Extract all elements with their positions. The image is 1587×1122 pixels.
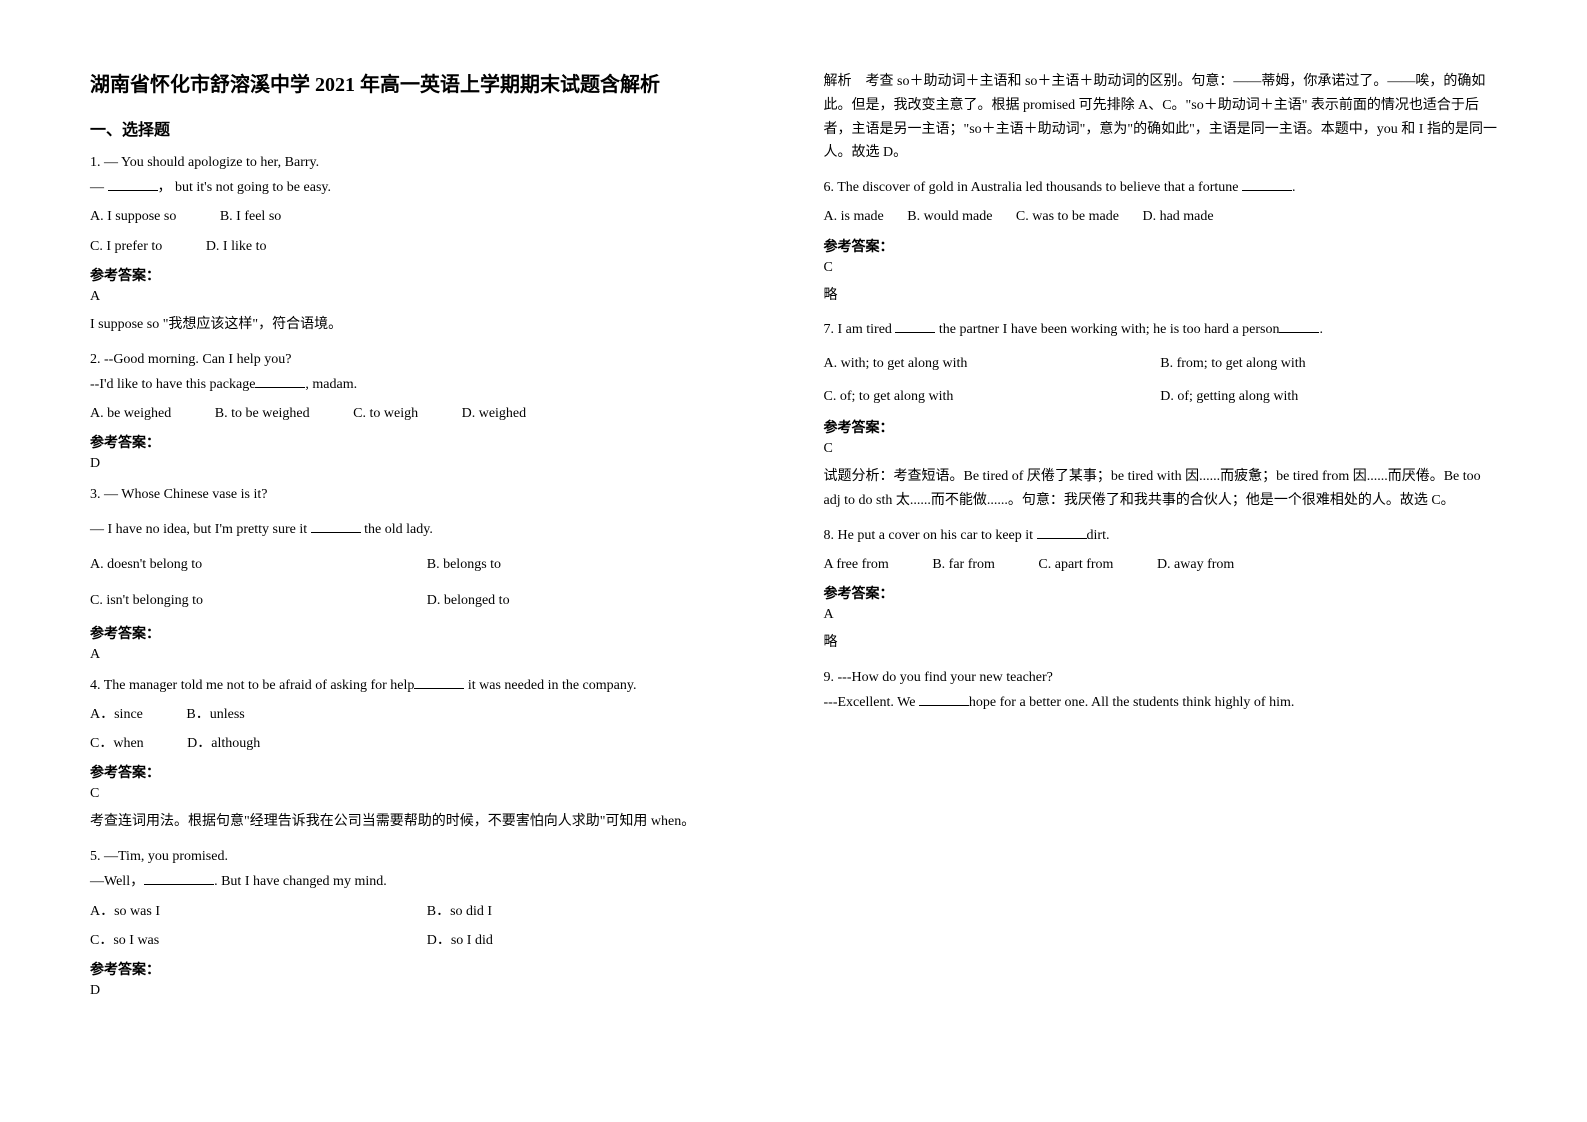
q4-options-row1: A．since B．unless — [90, 702, 764, 727]
q8-optC: C. apart from — [1038, 552, 1113, 577]
q3-answer: A — [90, 647, 764, 663]
q5-explanation: 解析 考查 so＋助动词＋主语和 so＋主语＋助动词的区别。句意：——蒂姆，你承… — [824, 70, 1498, 165]
q4-optB: B．unless — [186, 702, 244, 727]
q7-answer-label: 参考答案： — [824, 417, 1498, 437]
q1-options-row1: A. I suppose so B. I feel so — [90, 204, 764, 229]
q5-optD: D．so I did — [427, 928, 764, 953]
q5-answer: D — [90, 983, 764, 999]
q5-line2: —Well，. But I have changed my mind. — [90, 869, 764, 894]
q7-options-row2: C. of; to get along with D. of; getting … — [824, 384, 1498, 409]
q3-options-row1: A. doesn't belong to B. belongs to — [90, 552, 764, 577]
q4-explanation: 考查连词用法。根据句意"经理告诉我在公司当需要帮助的时候，不要害怕向人求助"可知… — [90, 810, 764, 834]
q8-optD: D. away from — [1157, 552, 1234, 577]
question-3: 3. — Whose Chinese vase is it? — I have … — [90, 482, 764, 542]
q7-explanation: 试题分析：考查短语。Be tired of 厌倦了某事；be tired wit… — [824, 465, 1498, 513]
blank — [414, 675, 464, 689]
blank — [311, 519, 361, 533]
page-content: 湖南省怀化市舒溶溪中学 2021 年高一英语上学期期末试题含解析 一、选择题 1… — [90, 70, 1497, 1050]
q5-optB: B．so did I — [427, 899, 764, 924]
q1-answer: A — [90, 289, 764, 305]
q1-options-row2: C. I prefer to D. I like to — [90, 234, 764, 259]
q1-line1: 1. — You should apologize to her, Barry. — [90, 150, 764, 175]
q4-optD: D．although — [187, 731, 260, 756]
q5-line1: 5. —Tim, you promised. — [90, 844, 764, 869]
q8-answer-label: 参考答案： — [824, 583, 1498, 603]
q5-answer-label: 参考答案： — [90, 959, 764, 979]
q4-optA: A．since — [90, 702, 143, 727]
blank — [144, 871, 214, 885]
q3-line1: 3. — Whose Chinese vase is it? — [90, 482, 764, 507]
q1-optB: B. I feel so — [220, 204, 281, 229]
blank — [1242, 177, 1292, 191]
q4-answer: C — [90, 786, 764, 802]
q2-line1: 2. --Good morning. Can I help you? — [90, 347, 764, 372]
q3-optD: D. belonged to — [427, 588, 764, 613]
q9-line2: ---Excellent. We hope for a better one. … — [824, 690, 1498, 715]
q3-optC: C. isn't belonging to — [90, 588, 427, 613]
question-1: 1. — You should apologize to her, Barry.… — [90, 150, 764, 200]
q2-answer-label: 参考答案： — [90, 432, 764, 452]
q2-optB: B. to be weighed — [215, 401, 310, 426]
q2-optC: C. to weigh — [353, 401, 418, 426]
q6-answer-label: 参考答案： — [824, 236, 1498, 256]
q3-answer-label: 参考答案： — [90, 623, 764, 643]
section-heading: 一、选择题 — [90, 116, 764, 140]
question-7: 7. I am tired the partner I have been wo… — [824, 317, 1498, 342]
q8-options: A free from B. far from C. apart from D.… — [824, 552, 1498, 577]
q8-optB: B. far from — [932, 552, 995, 577]
q6-optA: A. is made — [824, 204, 884, 229]
q7-optD: D. of; getting along with — [1160, 384, 1497, 409]
q7-optA: A. with; to get along with — [824, 351, 1161, 376]
q8-optA: A free from — [824, 552, 889, 577]
q5-options-row2: C．so I was D．so I did — [90, 928, 764, 953]
q6-optD: D. had made — [1142, 204, 1213, 229]
q8-answer: A — [824, 607, 1498, 623]
q2-optD: D. weighed — [462, 401, 527, 426]
q1-explanation: I suppose so "我想应该这样"，符合语境。 — [90, 313, 764, 337]
q1-line2: — ， but it's not going to be easy. — [90, 175, 764, 200]
question-8: 8. He put a cover on his car to keep it … — [824, 523, 1498, 548]
question-2: 2. --Good morning. Can I help you? --I'd… — [90, 347, 764, 427]
blank — [895, 319, 935, 333]
q3-line2: — I have no idea, but I'm pretty sure it… — [90, 517, 764, 542]
q7-optB: B. from; to get along with — [1160, 351, 1497, 376]
blank — [1037, 525, 1087, 539]
q7-optC: C. of; to get along with — [824, 384, 1161, 409]
question-9: 9. ---How do you find your new teacher? … — [824, 665, 1498, 715]
q5-optA: A．so was I — [90, 899, 427, 924]
blank — [1279, 319, 1319, 333]
q3-options-row2: C. isn't belonging to D. belonged to — [90, 588, 764, 613]
blank — [108, 177, 158, 191]
q6-options: A. is made B. would made C. was to be ma… — [824, 204, 1498, 229]
question-6: 6. The discover of gold in Australia led… — [824, 175, 1498, 200]
q4-options-row2: C．when D．although — [90, 731, 764, 756]
q6-optB: B. would made — [907, 204, 992, 229]
q9-line1: 9. ---How do you find your new teacher? — [824, 665, 1498, 690]
q8-explanation: 略 — [824, 631, 1498, 655]
q1-optD: D. I like to — [206, 234, 267, 259]
q2-optA: A. be weighed — [90, 401, 171, 426]
document-title: 湖南省怀化市舒溶溪中学 2021 年高一英语上学期期末试题含解析 — [90, 70, 764, 100]
q7-answer: C — [824, 441, 1498, 457]
q4-optC: C．when — [90, 731, 144, 756]
blank — [255, 374, 305, 388]
q2-options: A. be weighed B. to be weighed C. to wei… — [90, 401, 764, 426]
q1-optA: A. I suppose so — [90, 204, 176, 229]
q3-optB: B. belongs to — [427, 552, 764, 577]
q5-optC: C．so I was — [90, 928, 427, 953]
q5-options-row1: A．so was I B．so did I — [90, 899, 764, 924]
q1-optC: C. I prefer to — [90, 234, 162, 259]
q1-answer-label: 参考答案： — [90, 265, 764, 285]
q2-answer: D — [90, 456, 764, 472]
q4-answer-label: 参考答案： — [90, 762, 764, 782]
q6-answer: C — [824, 260, 1498, 276]
q6-explanation: 略 — [824, 284, 1498, 308]
question-4: 4. The manager told me not to be afraid … — [90, 673, 764, 698]
q3-optA: A. doesn't belong to — [90, 552, 427, 577]
q2-line2: --I'd like to have this package, madam. — [90, 372, 764, 397]
blank — [919, 692, 969, 706]
q7-options-row1: A. with; to get along with B. from; to g… — [824, 351, 1498, 376]
question-5: 5. —Tim, you promised. —Well，. But I hav… — [90, 844, 764, 894]
q6-optC: C. was to be made — [1016, 204, 1119, 229]
